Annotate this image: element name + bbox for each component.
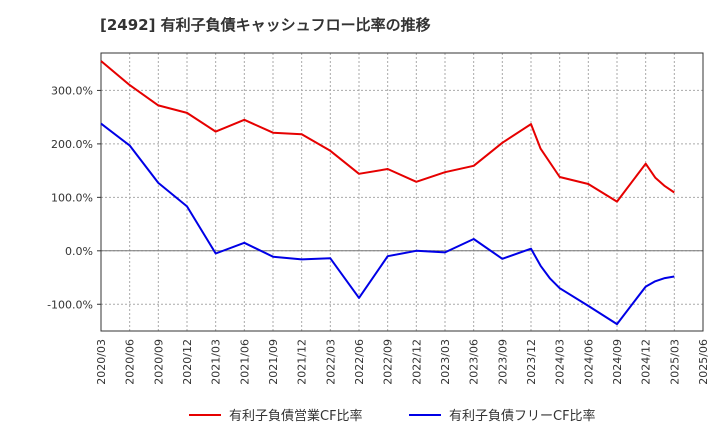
series-layer bbox=[100, 60, 675, 326]
x-tick-label: 2023/06 bbox=[468, 339, 481, 385]
x-tick-label: 2021/06 bbox=[238, 339, 251, 385]
x-tick-label: 2020/09 bbox=[152, 339, 165, 385]
y-tick-label: -100.0% bbox=[47, 298, 93, 311]
x-tick-label: 2024/09 bbox=[611, 339, 624, 385]
x-tick-label: 2021/09 bbox=[267, 339, 280, 385]
x-tick-label: 2022/09 bbox=[382, 339, 395, 385]
x-tick-label: 2023/03 bbox=[439, 339, 452, 385]
axes: 2020/03 2020/06 2020/09 2020/12 2021/03 2021/… bbox=[47, 84, 710, 384]
x-tick-label: 2023/09 bbox=[496, 339, 509, 385]
series-line-1 bbox=[100, 60, 675, 203]
legend: 有利子負債営業CF比率 有利子負債フリーCF比率 bbox=[189, 408, 596, 424]
x-tick-label: 2020/06 bbox=[124, 339, 137, 385]
x-tick-label: 2023/12 bbox=[525, 339, 538, 385]
chart-title: [2492] 有利子負債キャッシュフロー比率の推移 bbox=[100, 16, 431, 34]
x-tick-label: 2022/12 bbox=[410, 339, 423, 385]
x-tick-label: 2021/12 bbox=[296, 339, 309, 385]
x-tick-label: 2020/12 bbox=[181, 339, 194, 385]
y-tick-label: 200.0% bbox=[51, 138, 93, 151]
x-tick-label: 2025/03 bbox=[668, 339, 681, 385]
plot-area bbox=[100, 52, 704, 332]
y-tick-label: 300.0% bbox=[51, 84, 93, 97]
series-line-2 bbox=[100, 122, 675, 326]
x-tick-label: 2025/06 bbox=[697, 339, 710, 385]
y-tick-label: 100.0% bbox=[51, 191, 93, 204]
x-tick-label: 2024/06 bbox=[582, 339, 595, 385]
x-tick-label: 2020/03 bbox=[95, 339, 108, 385]
grid bbox=[101, 53, 703, 331]
legend-label-2: 有利子負債フリーCF比率 bbox=[449, 408, 596, 424]
x-tick-label: 2021/03 bbox=[210, 339, 223, 385]
legend-label-1: 有利子負債営業CF比率 bbox=[229, 408, 363, 424]
y-tick-label: 0.0% bbox=[65, 245, 93, 258]
x-tick-label: 2024/03 bbox=[554, 339, 567, 385]
x-tick-label: 2024/12 bbox=[640, 339, 653, 385]
x-tick-label: 2022/03 bbox=[324, 339, 337, 385]
x-tick-label: 2022/06 bbox=[353, 339, 366, 385]
